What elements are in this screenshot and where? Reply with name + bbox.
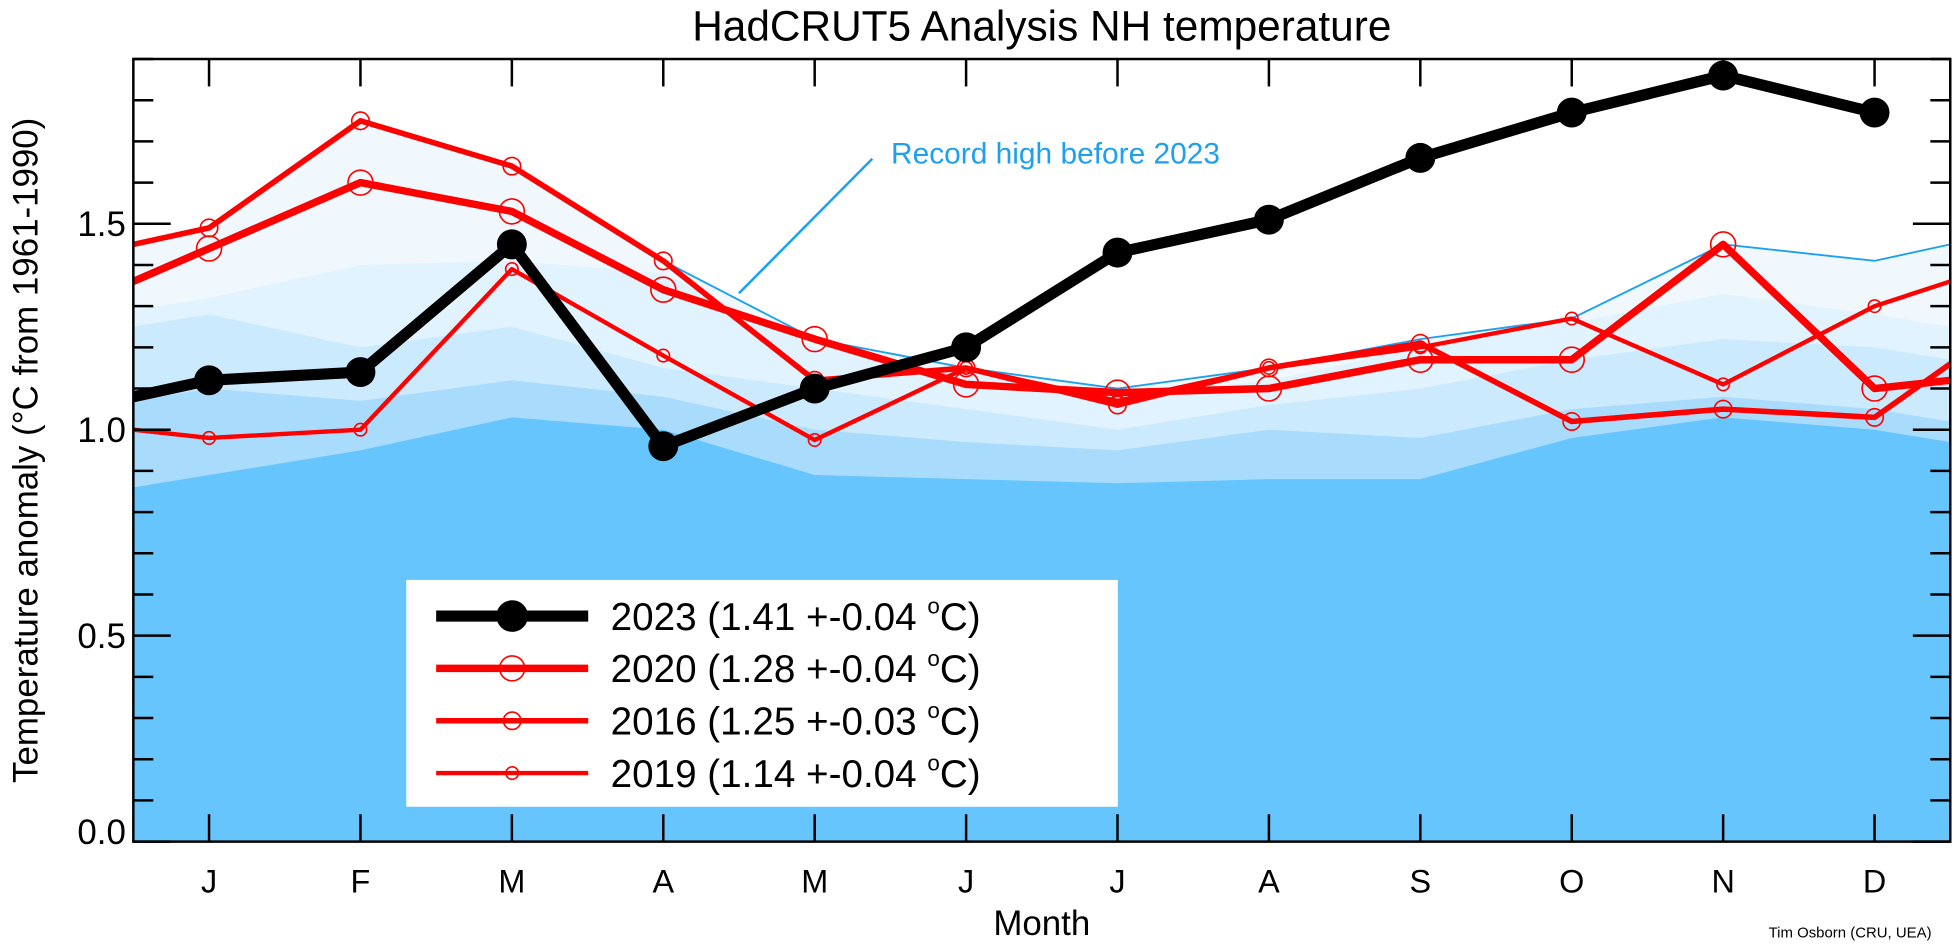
- legend-unit: C): [940, 700, 981, 743]
- data-point-2019-12: [1867, 299, 1882, 314]
- data-point-2016-3: [502, 156, 522, 176]
- legend: 2023 (1.41 +-0.04 oC)2020 (1.28 +-0.04 o…: [406, 579, 1118, 807]
- data-point-2023-3: [496, 229, 527, 260]
- legend-label: 2023 (1.41 +-0.04 oC): [611, 594, 981, 639]
- x-tick-label: J: [201, 864, 217, 900]
- annotation-pointer: [738, 157, 874, 295]
- data-point-2019-1: [202, 430, 217, 446]
- data-point-2023-1: [194, 365, 224, 396]
- x-tick-label: S: [1410, 864, 1432, 900]
- data-point-2019-2: [353, 422, 368, 437]
- series-line-2020: [133, 178, 1951, 397]
- legend-label: 2019 (1.14 +-0.04 oC): [611, 751, 981, 796]
- data-point-2023-6: [951, 332, 982, 363]
- data-point-2020-3: [498, 198, 526, 225]
- legend-degree: o: [927, 698, 939, 723]
- x-tick-label: M: [801, 864, 828, 900]
- legend-unit: C): [940, 648, 981, 691]
- data-point-2019-11: [1716, 377, 1731, 392]
- x-tick-label: J: [958, 864, 974, 900]
- series-2023: [133, 60, 1890, 462]
- x-tick-label: O: [1559, 864, 1584, 900]
- data-point-2020-5: [801, 325, 828, 353]
- y-tick-label: 0.0: [77, 813, 125, 852]
- data-point-2016-2: [350, 111, 370, 131]
- x-tick-label: A: [652, 864, 674, 900]
- legend-item-2016: 2016 (1.25 +-0.03 oC): [436, 698, 981, 743]
- x-tick-label: J: [1109, 864, 1125, 900]
- legend-label-text: 2016 (1.25 +-0.03: [611, 700, 928, 743]
- legend-item-2023: 2023 (1.41 +-0.04 oC): [436, 594, 981, 639]
- data-point-2016-9: [1410, 333, 1430, 353]
- y-axis-label: Temperature anomaly (°C from 1961-1990): [6, 118, 45, 783]
- legend-marker: [496, 600, 528, 632]
- y-tick-label: 1.5: [77, 205, 125, 244]
- legend-label-text: 2023 (1.41 +-0.04: [611, 596, 928, 639]
- chart-title: HadCRUT5 Analysis NH temperature: [692, 2, 1391, 49]
- legend-marker: [498, 655, 526, 682]
- legend-marker: [502, 711, 522, 731]
- data-point-2016-12: [1865, 407, 1885, 427]
- data-point-2020-4: [650, 276, 677, 303]
- data-point-2020-10: [1558, 346, 1586, 373]
- legend-degree: o: [927, 751, 939, 776]
- data-point-2023-2: [345, 357, 376, 388]
- x-tick-label: D: [1863, 864, 1886, 900]
- record-high-annotation: Record high before 2023: [891, 138, 1220, 171]
- data-point-2023-4: [648, 431, 679, 462]
- plot-area: 0.0 0.5 1.0 1.5 J F M A M J J A S O N D Record high befo…: [77, 57, 1952, 900]
- data-point-2019-3: [504, 262, 519, 277]
- axes-frame: [132, 57, 1952, 843]
- legend-label-text: 2019 (1.14 +-0.04: [611, 753, 928, 796]
- legend-degree: o: [927, 594, 939, 619]
- data-point-2020-6: [952, 371, 980, 398]
- legend-unit: C): [940, 753, 981, 796]
- data-point-2020-11: [1709, 231, 1737, 258]
- legend-item-2019: 2019 (1.14 +-0.04 oC): [436, 751, 981, 796]
- data-point-2023-8: [1253, 204, 1284, 235]
- legend-unit: C): [940, 596, 981, 639]
- data-point-2020-9: [1407, 346, 1434, 373]
- legend-label-text: 2020 (1.28 +-0.04: [611, 648, 928, 691]
- data-point-2019-4: [656, 348, 671, 363]
- y-tick-label: 0.5: [77, 617, 125, 656]
- series-2020: [133, 169, 1951, 406]
- x-tick-label: A: [1258, 864, 1280, 900]
- data-point-2023-12: [1859, 97, 1890, 128]
- data-point-2020-1: [195, 235, 223, 262]
- data-point-2019-5: [807, 432, 822, 448]
- legend-degree: o: [927, 646, 939, 671]
- data-point-2016-11: [1713, 399, 1733, 419]
- legend-item-2020: 2020 (1.28 +-0.04 oC): [436, 646, 981, 691]
- legend-label: 2016 (1.25 +-0.03 oC): [611, 698, 981, 743]
- data-point-2023-10: [1556, 97, 1587, 128]
- y-tick-label: 1.0: [77, 411, 125, 450]
- x-tick-label: N: [1711, 864, 1734, 900]
- x-tick-label: F: [351, 864, 371, 900]
- data-point-2016-4: [653, 251, 673, 271]
- credit: Tim Osborn (CRU, UEA): [1769, 925, 1932, 942]
- data-point-2023-5: [799, 373, 830, 404]
- legend-label: 2020 (1.28 +-0.04 oC): [611, 646, 981, 691]
- data-point-2023-7: [1102, 237, 1133, 268]
- data-point-2019-10: [1564, 311, 1579, 326]
- data-point-2016-10: [1562, 411, 1582, 432]
- x-tick-label: M: [498, 864, 525, 900]
- data-point-2020-12: [1861, 375, 1888, 402]
- legend-marker: [505, 766, 520, 781]
- data-point-2020-8: [1255, 375, 1283, 402]
- data-point-2023-9: [1405, 142, 1436, 173]
- data-point-2020-2: [347, 169, 374, 196]
- x-axis-label: Month: [993, 904, 1090, 943]
- data-point-2020-7: [1104, 379, 1131, 406]
